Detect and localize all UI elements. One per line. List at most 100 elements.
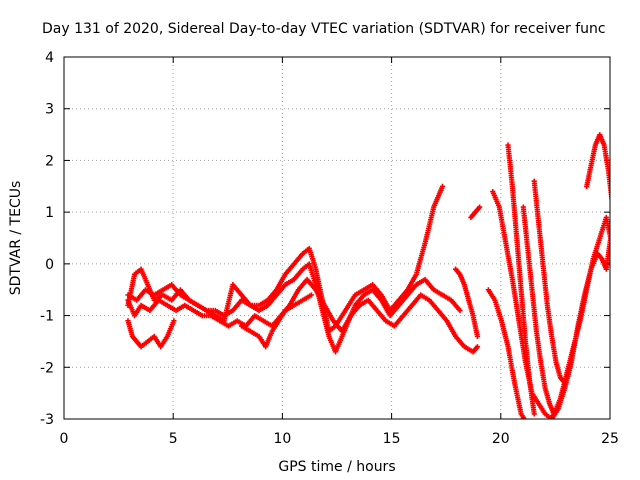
plus-marker xyxy=(619,283,624,288)
plus-marker xyxy=(621,322,626,327)
plus-marker xyxy=(623,323,628,328)
plus-marker xyxy=(623,337,628,342)
plus-marker xyxy=(610,242,615,247)
plus-marker xyxy=(611,250,616,255)
series-track-c xyxy=(125,276,481,355)
plus-marker xyxy=(615,252,620,257)
plus-marker xyxy=(622,328,627,333)
plus-marker xyxy=(308,292,315,298)
plus-marker xyxy=(614,269,619,274)
plus-marker xyxy=(616,259,621,264)
plus-marker xyxy=(619,275,624,280)
plus-marker xyxy=(171,318,177,324)
plus-marker xyxy=(621,287,626,292)
plus-marker xyxy=(611,248,616,253)
plus-marker xyxy=(622,315,627,320)
plus-marker xyxy=(625,312,630,317)
plus-marker xyxy=(477,204,483,210)
plus-marker xyxy=(617,265,622,270)
plus-marker xyxy=(619,289,624,294)
plus-marker xyxy=(611,246,616,251)
plus-marker xyxy=(612,259,617,264)
plus-marker xyxy=(607,233,610,239)
plus-marker xyxy=(616,264,621,269)
plus-marker xyxy=(613,228,618,233)
plus-marker xyxy=(623,300,628,305)
y-tick-label: 2 xyxy=(45,153,54,169)
plus-marker xyxy=(619,287,624,292)
plus-marker xyxy=(607,185,610,191)
series-track-l xyxy=(584,132,631,349)
plus-marker xyxy=(621,324,626,329)
plus-marker xyxy=(612,222,617,227)
plus-marker xyxy=(619,305,624,310)
plus-marker xyxy=(622,291,627,296)
plus-marker xyxy=(614,275,619,280)
plus-marker xyxy=(621,302,626,307)
plus-marker xyxy=(614,273,619,278)
series-track-j xyxy=(520,204,557,417)
plus-marker xyxy=(619,307,624,312)
plus-marker xyxy=(623,317,628,322)
plus-marker xyxy=(622,330,627,335)
plus-marker xyxy=(618,279,623,284)
plus-marker xyxy=(625,336,630,341)
plus-marker xyxy=(615,278,620,283)
plus-marker xyxy=(544,423,549,428)
plus-marker xyxy=(607,183,610,189)
plus-marker xyxy=(611,252,616,257)
plus-marker xyxy=(617,290,622,295)
plus-marker xyxy=(625,316,630,321)
plus-marker xyxy=(624,330,629,335)
plus-marker xyxy=(617,292,622,297)
plus-marker xyxy=(615,256,620,261)
plus-marker xyxy=(612,256,617,261)
plus-marker xyxy=(611,211,616,216)
plus-marker xyxy=(616,284,621,289)
plus-marker xyxy=(614,271,619,276)
plus-marker xyxy=(609,245,610,248)
plus-marker xyxy=(551,411,557,417)
plus-marker xyxy=(614,237,619,242)
y-tick-label: 1 xyxy=(45,205,54,221)
plus-marker xyxy=(474,333,481,339)
plus-marker xyxy=(474,344,481,350)
plus-marker xyxy=(533,428,538,433)
plus-marker xyxy=(541,427,546,432)
plus-marker xyxy=(621,300,626,305)
plus-marker xyxy=(624,328,629,333)
plus-marker xyxy=(617,297,622,302)
plus-marker xyxy=(612,248,617,253)
plus-marker xyxy=(623,302,628,307)
plus-marker xyxy=(613,263,618,268)
plus-marker xyxy=(626,344,631,349)
plus-marker xyxy=(623,304,628,309)
series-track-e xyxy=(238,292,315,350)
x-tick-label: 10 xyxy=(273,431,291,447)
plus-marker xyxy=(624,310,629,315)
plus-marker xyxy=(609,202,610,204)
plus-marker xyxy=(622,311,627,316)
plus-marker xyxy=(622,296,627,301)
plus-marker xyxy=(614,242,619,247)
plus-marker xyxy=(607,181,610,187)
plus-marker xyxy=(618,299,623,304)
plus-marker xyxy=(624,306,629,311)
plus-marker xyxy=(615,248,620,253)
plus-marker xyxy=(614,254,619,259)
plus-marker xyxy=(621,306,626,311)
plus-marker xyxy=(531,411,537,417)
plus-marker xyxy=(621,285,626,290)
y-tick-label: 4 xyxy=(45,50,54,66)
series-track-b xyxy=(125,261,463,355)
y-tick-label: -1 xyxy=(40,309,54,325)
series-track-h xyxy=(490,188,630,419)
plus-marker xyxy=(609,204,610,206)
y-axis-label: SDTVAR / TECUs xyxy=(8,181,24,296)
y-tick-label: -2 xyxy=(40,360,54,376)
plus-marker xyxy=(610,246,615,251)
plus-marker xyxy=(616,255,621,260)
x-tick-label: 20 xyxy=(492,431,510,447)
plus-marker xyxy=(624,334,629,339)
